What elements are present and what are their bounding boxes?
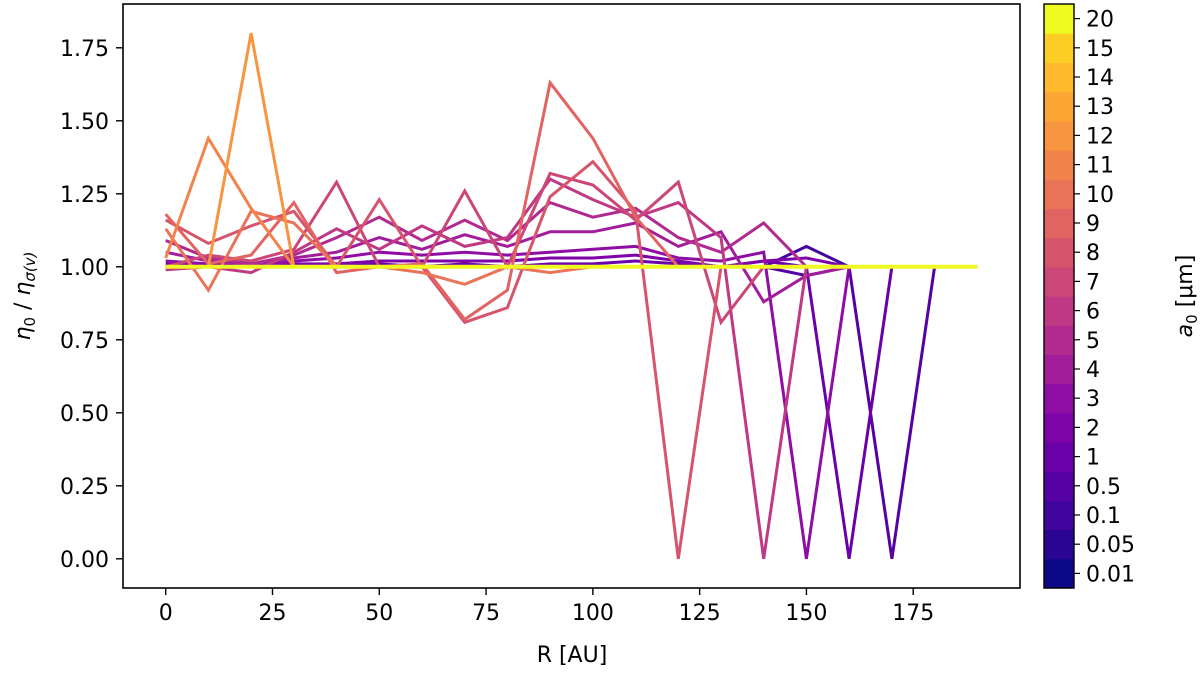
x-tick-label: 25 xyxy=(259,601,287,626)
series-line-10 xyxy=(164,134,978,269)
colorbar-tick-label: 5 xyxy=(1086,329,1100,354)
x-tick-label: 150 xyxy=(785,601,827,626)
colorbar-segment xyxy=(1044,442,1074,472)
colorbar-tick-label: 20 xyxy=(1086,8,1114,33)
y-tick-label: 0.00 xyxy=(60,548,109,573)
colorbar-tick-label: 15 xyxy=(1086,37,1114,62)
colorbar-tick-label: 3 xyxy=(1086,387,1100,412)
plot-lines xyxy=(164,32,978,560)
colorbar-tick-label: 1 xyxy=(1086,446,1100,471)
x-tick-label: 125 xyxy=(679,601,721,626)
y-tick-label: 0.25 xyxy=(60,475,109,500)
colorbar-segment xyxy=(1044,471,1074,501)
colorbar-segment xyxy=(1044,150,1074,180)
y-tick-label: 0.75 xyxy=(60,329,109,354)
y-tick-label: 0.50 xyxy=(60,402,109,427)
colorbar-tick-label: 7 xyxy=(1086,270,1100,295)
x-axis-label: R [AU] xyxy=(537,643,608,668)
colorbar-frame xyxy=(1043,3,1075,589)
colorbar-segment xyxy=(1044,91,1074,122)
colorbar-segment xyxy=(1044,120,1074,151)
y-tick-label: 1.00 xyxy=(60,256,109,281)
colorbar-segment xyxy=(1044,179,1074,209)
colorbar-tick-label: 13 xyxy=(1086,95,1114,120)
colorbar-segment xyxy=(1044,558,1074,589)
y-axis: 0.00 0.25 0.50 0.75 1.00 1.25 1.50 1.75 xyxy=(60,37,123,573)
x-tick-label: 175 xyxy=(892,601,934,626)
colorbar-segment xyxy=(1044,354,1074,385)
colorbar-tick-label: 14 xyxy=(1086,66,1114,91)
colorbar-label: a0 [μm] xyxy=(1173,255,1200,338)
colorbar-segment xyxy=(1044,296,1074,326)
colorbar-segment xyxy=(1044,266,1074,297)
colorbar-tick-label: 0.5 xyxy=(1086,475,1121,500)
y-tick-label: 1.75 xyxy=(60,37,109,62)
colorbar-segment xyxy=(1044,33,1074,63)
colorbar-segment xyxy=(1044,500,1074,531)
series-line-8 xyxy=(164,79,978,322)
colorbar-tick-label: 8 xyxy=(1086,241,1100,266)
colorbar-segment xyxy=(1044,208,1074,239)
series-line-6 xyxy=(165,171,978,326)
colorbar-tick-label: 10 xyxy=(1086,183,1114,208)
colorbar-segment xyxy=(1044,237,1074,268)
x-axis: 0 25 50 75 100 125 150 175 xyxy=(159,588,934,626)
colorbar-segment xyxy=(1044,412,1074,443)
plot-frame xyxy=(122,3,1021,589)
y-tick-label: 1.50 xyxy=(60,110,109,135)
colorbar-tick-label: 2 xyxy=(1086,416,1100,441)
x-tick-label: 50 xyxy=(365,601,393,626)
colorbar-tick-label: 0.05 xyxy=(1086,533,1135,558)
colorbar-tick-label: 0.01 xyxy=(1086,562,1135,587)
colorbar-segment xyxy=(1044,325,1074,355)
colorbar-segment xyxy=(1044,529,1074,560)
series-line-2 xyxy=(165,244,978,560)
colorbar-segment xyxy=(1044,62,1074,93)
colorbar-segment xyxy=(1044,383,1074,414)
colorbar-tick-label: 0.1 xyxy=(1086,504,1121,529)
y-axis-label: η0 / ησ(v) xyxy=(11,252,39,341)
x-tick-label: 75 xyxy=(472,601,500,626)
y-tick-label: 1.25 xyxy=(60,183,109,208)
x-tick-label: 100 xyxy=(572,601,614,626)
colorbar-tick-label: 12 xyxy=(1086,124,1114,149)
x-tick-label: 0 xyxy=(159,601,173,626)
colorbar-tick-label: 6 xyxy=(1086,300,1100,325)
colorbar-segment xyxy=(1044,4,1074,34)
colorbar-tick-label: 9 xyxy=(1086,212,1100,237)
colorbar-tick-label: 4 xyxy=(1086,358,1100,383)
colorbar-tick-label: 11 xyxy=(1086,154,1114,179)
